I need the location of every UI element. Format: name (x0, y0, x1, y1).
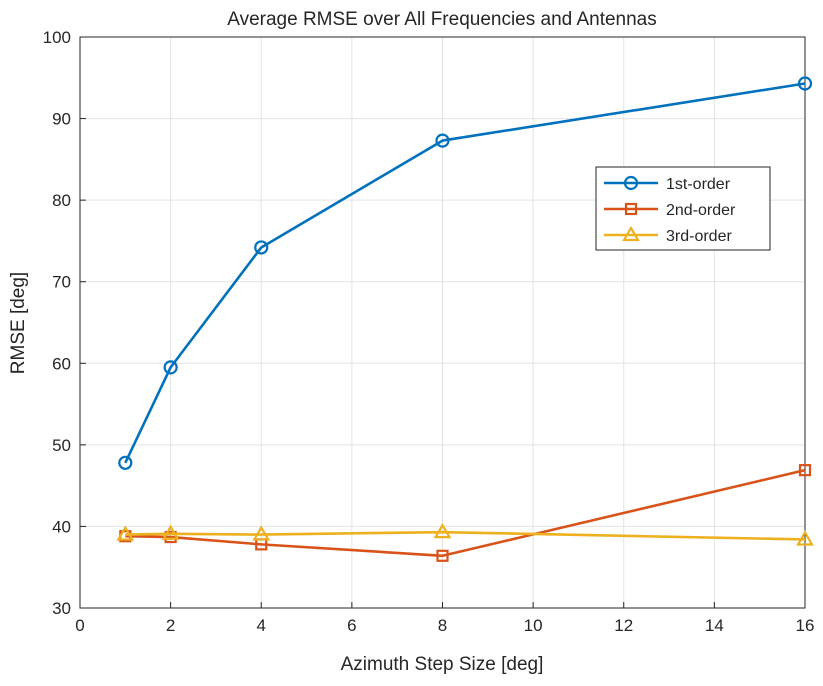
x-tick-label: 4 (257, 616, 266, 635)
data-point (118, 455, 133, 470)
x-axis-title: Azimuth Step Size [deg] (341, 654, 544, 675)
grid (79, 36, 806, 609)
y-tick-label: 40 (52, 517, 71, 536)
legend-item: 1st-order (604, 175, 731, 193)
x-tick-label: 16 (796, 616, 815, 635)
data-point (436, 549, 449, 562)
x-tick-label: 14 (705, 616, 724, 635)
x-tick-label: 12 (614, 616, 633, 635)
axis-ticks: 0 2 4 6 8 10 12 14 16 30 40 50 60 70 80 90 100 (43, 28, 815, 635)
series-line (125, 468, 806, 558)
y-tick-label: 100 (43, 28, 71, 47)
x-tick-label: 2 (166, 616, 175, 635)
legend-item: 3rd-order (604, 225, 732, 245)
data-point (163, 360, 178, 375)
legend-label: 2nd-order (666, 202, 736, 219)
data-point (252, 525, 271, 541)
legend-marker (622, 225, 640, 242)
y-axis-title: RMSE [deg] (8, 272, 29, 374)
chart-title: Average RMSE over All Frequencies and An… (227, 9, 657, 30)
data-point (798, 464, 812, 477)
legend: 1st-order 2nd-order 3rd-order (595, 166, 771, 251)
data-point (435, 133, 450, 148)
y-tick-label: 70 (52, 273, 71, 292)
data-point (254, 240, 269, 255)
legend-marker (624, 202, 638, 216)
data-point (796, 530, 814, 546)
y-tick-label: 60 (52, 354, 71, 373)
legend-marker (623, 175, 639, 191)
x-tick-label: 8 (438, 616, 447, 635)
series-2nd-order (119, 464, 812, 562)
series-1st-order (118, 76, 813, 470)
x-tick-label: 0 (75, 616, 84, 635)
series-3rd-order (116, 522, 814, 546)
legend-label: 3rd-order (666, 228, 732, 245)
series-line (125, 530, 806, 541)
y-tick-label: 50 (52, 436, 71, 455)
series-line (124, 82, 806, 464)
y-tick-label: 90 (52, 110, 71, 129)
y-tick-label: 30 (52, 599, 71, 618)
data-point (161, 524, 180, 540)
data-point (797, 76, 813, 91)
x-tick-label: 10 (524, 616, 543, 635)
y-tick-label: 80 (52, 191, 71, 210)
legend-label: 1st-order (666, 176, 731, 193)
legend-item: 2nd-order (604, 202, 736, 219)
data-point (433, 522, 452, 539)
data-point (116, 525, 135, 541)
x-tick-label: 6 (347, 616, 356, 635)
series-lines (116, 76, 814, 562)
